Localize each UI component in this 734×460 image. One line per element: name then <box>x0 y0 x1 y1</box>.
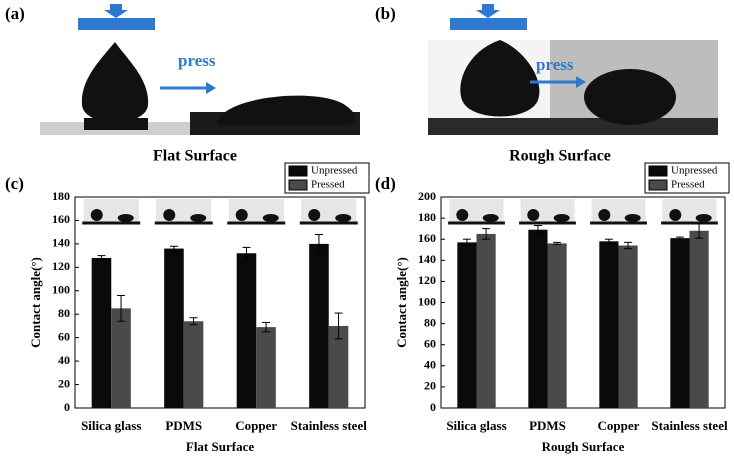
y-axis-label: Contact angle(°) <box>394 257 409 348</box>
bar <box>309 243 329 408</box>
legend-swatch <box>648 179 668 191</box>
legend-swatch <box>288 165 308 177</box>
legend-label: Pressed <box>311 179 345 191</box>
x-axis-label: Flat Surface <box>186 439 254 454</box>
inset-drop <box>262 214 279 222</box>
inset-drop <box>527 209 540 221</box>
inset-drop <box>695 214 712 222</box>
y-tick-label: 20 <box>58 376 70 390</box>
bar <box>236 253 257 408</box>
x-tick-label: Silica glass <box>446 418 506 433</box>
x-tick-label: PDMS <box>529 418 566 433</box>
y-tick-label: 0 <box>64 400 70 414</box>
y-axis-label: Contact angle(°) <box>28 257 43 348</box>
inset-drop <box>624 214 641 222</box>
inset-drop <box>90 209 103 221</box>
y-tick-label: 160 <box>52 212 70 226</box>
x-tick-label: Copper <box>598 418 640 433</box>
inset-drop <box>190 214 207 222</box>
legend-label: Unpressed <box>671 165 718 177</box>
y-tick-label: 100 <box>418 294 436 308</box>
y-tick-label: 180 <box>52 189 70 203</box>
y-tick-label: 0 <box>430 400 436 414</box>
y-tick-label: 60 <box>424 336 436 350</box>
inset-drop <box>482 214 499 222</box>
inset-drop <box>335 214 352 222</box>
bar <box>689 230 709 408</box>
bar <box>328 325 349 408</box>
inset-drop <box>456 209 469 221</box>
bar <box>670 238 690 408</box>
legend-swatch <box>648 165 668 177</box>
y-tick-label: 100 <box>52 283 70 297</box>
x-tick-label: PDMS <box>165 418 202 433</box>
legend-swatch <box>288 179 308 191</box>
inset-drop <box>669 209 682 221</box>
y-tick-label: 140 <box>418 252 436 266</box>
legend-label: Unpressed <box>311 165 358 177</box>
panel-label: (b) <box>375 4 396 23</box>
y-tick-label: 120 <box>418 273 436 287</box>
y-tick-label: 140 <box>52 236 70 250</box>
caption: Rough Surface <box>509 148 611 165</box>
inset-drop <box>117 214 134 222</box>
photo-b <box>428 4 718 135</box>
panel-label: (d) <box>375 174 396 193</box>
bar <box>183 321 204 408</box>
legend-label: Pressed <box>671 179 705 191</box>
photo-a <box>40 4 360 135</box>
y-tick-label: 160 <box>418 231 436 245</box>
y-tick-label: 40 <box>424 358 436 372</box>
y-tick-label: 40 <box>58 353 70 367</box>
bar <box>164 248 184 408</box>
panel-label: (c) <box>5 174 24 193</box>
inset-drop <box>308 209 321 221</box>
inset-drop <box>163 209 176 221</box>
bar <box>457 242 477 408</box>
bar <box>547 243 567 408</box>
caption: Flat Surface <box>153 148 237 165</box>
x-tick-label: Copper <box>235 418 277 433</box>
bar <box>256 327 276 408</box>
plot-frame <box>74 196 366 409</box>
y-tick-label: 80 <box>424 315 436 329</box>
bar <box>111 308 131 408</box>
y-tick-label: 180 <box>418 210 436 224</box>
x-tick-label: Stainless steel <box>651 418 728 433</box>
bar <box>476 233 496 408</box>
inset-drop <box>235 209 248 221</box>
press-label: press <box>178 51 216 70</box>
x-tick-label: Stainless steel <box>291 418 368 433</box>
press-label: press <box>536 55 574 74</box>
inset-drop <box>598 209 611 221</box>
y-tick-label: 120 <box>52 259 70 273</box>
bar <box>618 245 638 408</box>
bar <box>91 257 112 408</box>
x-axis-label: Rough Surface <box>542 439 625 454</box>
panel-label: (a) <box>5 4 25 23</box>
inset-drop <box>553 214 570 222</box>
y-tick-label: 200 <box>418 189 436 203</box>
y-tick-label: 20 <box>424 379 436 393</box>
x-tick-label: Silica glass <box>81 418 141 433</box>
y-tick-label: 80 <box>58 306 70 320</box>
bar <box>599 241 619 408</box>
bar <box>528 229 548 408</box>
y-tick-label: 60 <box>58 329 70 343</box>
